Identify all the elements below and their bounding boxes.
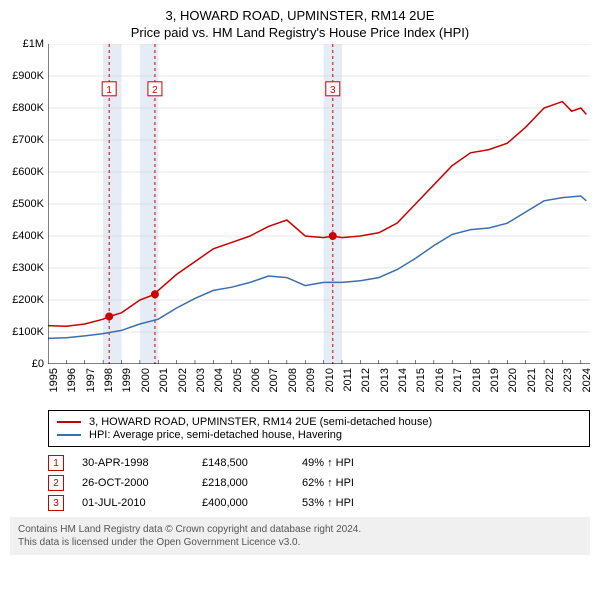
x-tick-label: 2019 (489, 368, 501, 392)
transaction-row: 1 30-APR-1998£148,50049% ↑ HPI (48, 455, 590, 471)
transaction-row: 3 01-JUL-2010£400,00053% ↑ HPI (48, 495, 590, 511)
transaction-price: £148,500 (202, 457, 302, 469)
x-tick-label: 2023 (562, 368, 574, 392)
svg-text:3: 3 (330, 85, 336, 96)
transaction-row: 2 26-OCT-2000£218,00062% ↑ HPI (48, 475, 590, 491)
x-tick-label: 2015 (415, 368, 427, 392)
x-tick-label: 2003 (195, 368, 207, 392)
x-tick-label: 2022 (544, 368, 556, 392)
x-tick-label: 2017 (452, 368, 464, 392)
transactions-table: 1 30-APR-1998£148,50049% ↑ HPI 2 26-OCT-200… (48, 455, 590, 511)
x-tick-label: 2010 (324, 368, 336, 392)
y-tick-label: £800K (12, 102, 44, 114)
y-tick-label: £200K (12, 294, 44, 306)
x-tick-label: 2004 (213, 368, 225, 392)
x-tick-label: 2008 (287, 368, 299, 392)
x-tick-label: 2021 (526, 368, 538, 392)
y-tick-label: £300K (12, 262, 44, 274)
footer-line1: Contains HM Land Registry data © Crown c… (18, 523, 582, 536)
legend-label: HPI: Average price, semi-detached house,… (89, 429, 342, 441)
x-tick-label: 1996 (66, 368, 78, 392)
x-tick-label: 2007 (268, 368, 280, 392)
y-axis-labels: £0£100K£200K£300K£400K£500K£600K£700K£80… (4, 44, 44, 364)
footer-line2: This data is licensed under the Open Gov… (18, 536, 582, 549)
x-tick-label: 1998 (103, 368, 115, 392)
chart-container: 3, HOWARD ROAD, UPMINSTER, RM14 2UE Pric… (0, 0, 600, 590)
legend-swatch (57, 421, 81, 423)
x-tick-label: 2005 (232, 368, 244, 392)
svg-text:2: 2 (152, 85, 158, 96)
y-tick-label: £600K (12, 166, 44, 178)
y-tick-label: £1M (23, 38, 44, 50)
x-tick-label: 2000 (140, 368, 152, 392)
transaction-pct: 62% ↑ HPI (302, 477, 412, 489)
x-tick-label: 2024 (581, 368, 593, 392)
legend-label: 3, HOWARD ROAD, UPMINSTER, RM14 2UE (sem… (89, 416, 432, 428)
title-address: 3, HOWARD ROAD, UPMINSTER, RM14 2UE (0, 8, 600, 23)
x-tick-label: 1999 (121, 368, 133, 392)
transaction-date: 30-APR-1998 (82, 457, 202, 469)
transaction-pct: 53% ↑ HPI (302, 497, 412, 509)
x-tick-label: 2014 (397, 368, 409, 392)
svg-text:1: 1 (106, 85, 112, 96)
chart-svg: 1 2 3 (48, 44, 590, 364)
x-tick-label: 2020 (507, 368, 519, 392)
transaction-badge: 2 (48, 475, 64, 491)
transaction-date: 26-OCT-2000 (82, 477, 202, 489)
x-tick-label: 2018 (471, 368, 483, 392)
y-tick-label: £900K (12, 70, 44, 82)
x-tick-label: 2011 (342, 368, 354, 392)
transaction-pct: 49% ↑ HPI (302, 457, 412, 469)
y-tick-label: £100K (12, 326, 44, 338)
x-tick-label: 2016 (434, 368, 446, 392)
transaction-badge: 1 (48, 455, 64, 471)
x-tick-label: 2009 (305, 368, 317, 392)
footer-attribution: Contains HM Land Registry data © Crown c… (10, 517, 590, 555)
x-tick-label: 2013 (379, 368, 391, 392)
x-tick-label: 2002 (177, 368, 189, 392)
legend-swatch (57, 434, 81, 436)
x-tick-label: 1995 (48, 368, 60, 392)
x-axis-labels: 1995 1996 1997 1998 1999 2000 2001 2002 2003 2004… (48, 364, 590, 404)
legend-item: 3, HOWARD ROAD, UPMINSTER, RM14 2UE (sem… (57, 416, 581, 428)
transaction-date: 01-JUL-2010 (82, 497, 202, 509)
title-subtitle: Price paid vs. HM Land Registry's House … (0, 25, 600, 40)
transaction-badge: 3 (48, 495, 64, 511)
x-tick-label: 2006 (250, 368, 262, 392)
y-tick-label: £700K (12, 134, 44, 146)
x-tick-label: 2012 (360, 368, 372, 392)
x-tick-label: 2001 (158, 368, 170, 392)
y-tick-label: £400K (12, 230, 44, 242)
transaction-price: £400,000 (202, 497, 302, 509)
legend-item: HPI: Average price, semi-detached house,… (57, 429, 581, 441)
title-block: 3, HOWARD ROAD, UPMINSTER, RM14 2UE Pric… (0, 0, 600, 44)
transaction-price: £218,000 (202, 477, 302, 489)
x-tick-label: 1997 (85, 368, 97, 392)
legend: 3, HOWARD ROAD, UPMINSTER, RM14 2UE (sem… (48, 410, 590, 447)
y-tick-label: £0 (32, 358, 44, 370)
y-tick-label: £500K (12, 198, 44, 210)
chart-area: £0£100K£200K£300K£400K£500K£600K£700K£80… (48, 44, 590, 364)
